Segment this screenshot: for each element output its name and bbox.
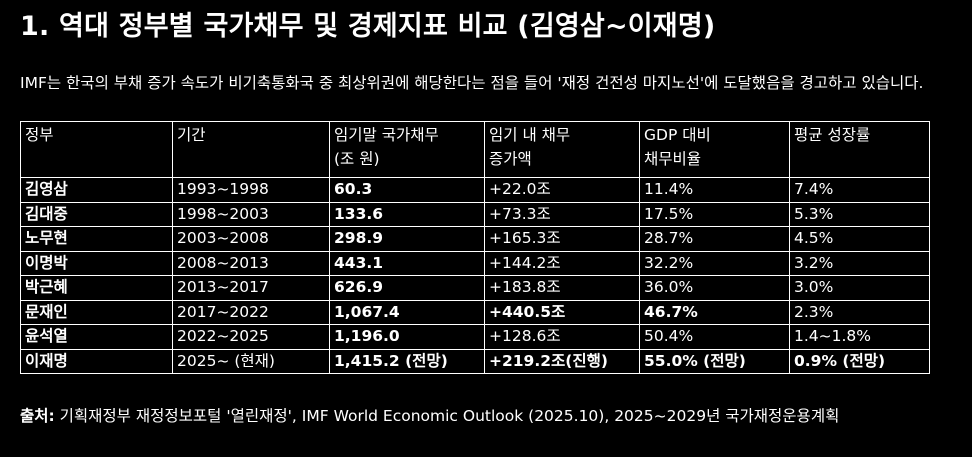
cell-final-debt: 443.1	[329, 250, 485, 276]
cell-avg-growth: 4.5%	[789, 226, 930, 252]
cell-debt-increase: +73.3조	[484, 201, 640, 227]
cell-government: 박근혜	[20, 275, 173, 301]
government-debt-table: 정부 기간 임기말 국가채무 (조 원) 임기 내 채무 증가액 GDP 대비 채무비…	[20, 121, 930, 374]
table-row: 노무현 2003~2008 298.9 +165.3조 28.7% 4.5%	[20, 226, 930, 252]
cell-avg-growth: 3.2%	[789, 250, 930, 276]
table-row: 박근혜 2013~2017 626.9 +183.8조 36.0% 3.0%	[20, 275, 930, 301]
cell-final-debt: 1,196.0	[329, 324, 485, 350]
cell-debt-gdp-ratio: 11.4%	[639, 177, 790, 203]
cell-government: 이재명	[20, 348, 173, 374]
header-period: 기간	[172, 121, 330, 178]
cell-avg-growth: 0.9% (전망)	[789, 348, 930, 374]
table-row: 김대중 1998~2003 133.6 +73.3조 17.5% 5.3%	[20, 201, 930, 227]
cell-final-debt: 60.3	[329, 177, 485, 203]
cell-final-debt: 133.6	[329, 201, 485, 227]
cell-government: 이명박	[20, 250, 173, 276]
cell-final-debt: 1,067.4	[329, 299, 485, 325]
cell-period: 2022~2025	[172, 324, 330, 350]
cell-debt-increase: +183.8조	[484, 275, 640, 301]
cell-period: 1998~2003	[172, 201, 330, 227]
cell-government: 김대중	[20, 201, 173, 227]
cell-debt-gdp-ratio: 46.7%	[639, 299, 790, 325]
cell-final-debt: 626.9	[329, 275, 485, 301]
cell-debt-gdp-ratio: 50.4%	[639, 324, 790, 350]
intro-paragraph: IMF는 한국의 부채 증가 속도가 비기축통화국 중 최상위권에 해당한다는 …	[20, 74, 924, 92]
cell-debt-increase: +440.5조	[484, 299, 640, 325]
cell-debt-gdp-ratio: 36.0%	[639, 275, 790, 301]
page-title: 1. 역대 정부별 국가채무 및 경제지표 비교 (김영삼~이재명)	[20, 11, 716, 42]
header-government: 정부	[20, 121, 173, 178]
cell-debt-increase: +219.2조(진행)	[484, 348, 640, 374]
cell-government: 문재인	[20, 299, 173, 325]
cell-government: 노무현	[20, 226, 173, 252]
cell-debt-increase: +128.6조	[484, 324, 640, 350]
table-header-row: 정부 기간 임기말 국가채무 (조 원) 임기 내 채무 증가액 GDP 대비 채무비…	[20, 121, 930, 178]
table-row: 문재인 2017~2022 1,067.4 +440.5조 46.7% 2.3%	[20, 299, 930, 325]
cell-debt-gdp-ratio: 32.2%	[639, 250, 790, 276]
cell-avg-growth: 7.4%	[789, 177, 930, 203]
cell-period: 1993~1998	[172, 177, 330, 203]
cell-government: 김영삼	[20, 177, 173, 203]
cell-debt-increase: +144.2조	[484, 250, 640, 276]
cell-period: 2008~2013	[172, 250, 330, 276]
cell-avg-growth: 3.0%	[789, 275, 930, 301]
cell-debt-increase: +165.3조	[484, 226, 640, 252]
header-avg-growth: 평균 성장률	[789, 121, 930, 178]
source-note: 출처: 기획재정부 재정정보포털 '열린재정', IMF World Econo…	[20, 404, 950, 428]
header-final-debt: 임기말 국가채무 (조 원)	[329, 121, 485, 178]
cell-avg-growth: 5.3%	[789, 201, 930, 227]
cell-government: 윤석열	[20, 324, 173, 350]
header-debt-gdp-ratio: GDP 대비 채무비율	[639, 121, 790, 178]
cell-debt-increase: +22.0조	[484, 177, 640, 203]
cell-debt-gdp-ratio: 28.7%	[639, 226, 790, 252]
cell-avg-growth: 2.3%	[789, 299, 930, 325]
header-debt-increase: 임기 내 채무 증가액	[484, 121, 640, 178]
cell-period: 2017~2022	[172, 299, 330, 325]
cell-period: 2025~ (현재)	[172, 348, 330, 374]
source-label: 출처:	[20, 407, 55, 425]
cell-period: 2013~2017	[172, 275, 330, 301]
table-row: 윤석열 2022~2025 1,196.0 +128.6조 50.4% 1.4~…	[20, 324, 930, 350]
cell-debt-gdp-ratio: 17.5%	[639, 201, 790, 227]
cell-final-debt: 1,415.2 (전망)	[329, 348, 485, 374]
cell-debt-gdp-ratio: 55.0% (전망)	[639, 348, 790, 374]
source-text: 기획재정부 재정정보포털 '열린재정', IMF World Economic …	[54, 407, 840, 425]
table-row: 이명박 2008~2013 443.1 +144.2조 32.2% 3.2%	[20, 250, 930, 276]
table-row: 김영삼 1993~1998 60.3 +22.0조 11.4% 7.4%	[20, 177, 930, 203]
table-row: 이재명 2025~ (현재) 1,415.2 (전망) +219.2조(진행) …	[20, 348, 930, 374]
cell-final-debt: 298.9	[329, 226, 485, 252]
cell-avg-growth: 1.4~1.8%	[789, 324, 930, 350]
cell-period: 2003~2008	[172, 226, 330, 252]
